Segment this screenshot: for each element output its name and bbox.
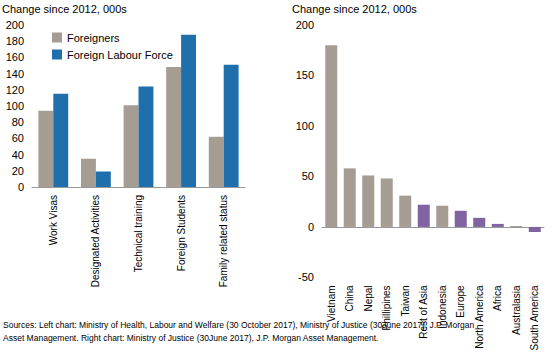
svg-text:100: 100 xyxy=(296,120,314,132)
svg-text:120: 120 xyxy=(6,84,24,96)
svg-text:0: 0 xyxy=(18,181,24,193)
svg-text:180: 180 xyxy=(6,35,24,47)
svg-text:Asset Management. Right chart:: Asset Management. Right chart: Ministry … xyxy=(3,333,378,343)
svg-text:40: 40 xyxy=(12,149,24,161)
svg-text:Foreign Students: Foreign Students xyxy=(176,195,187,271)
svg-text:Vietnam: Vietnam xyxy=(326,285,337,322)
svg-text:Taiwan: Taiwan xyxy=(400,285,411,316)
svg-text:160: 160 xyxy=(6,51,24,63)
svg-text:Australasia: Australasia xyxy=(511,285,522,335)
svg-text:100: 100 xyxy=(6,100,24,112)
svg-text:Foreign Labour Force: Foreign Labour Force xyxy=(67,49,173,61)
svg-text:Africa: Africa xyxy=(492,285,503,311)
svg-text:South America: South America xyxy=(529,285,540,350)
svg-text:200: 200 xyxy=(6,19,24,31)
svg-text:80: 80 xyxy=(12,116,24,128)
svg-text:-50: -50 xyxy=(298,271,314,283)
svg-text:Family related status: Family related status xyxy=(218,195,229,287)
svg-text:Europe: Europe xyxy=(455,285,466,318)
svg-text:North America: North America xyxy=(474,285,485,349)
svg-text:Work Visas: Work Visas xyxy=(48,195,59,245)
svg-text:Nepal: Nepal xyxy=(363,285,374,311)
svg-text:Designated Activities: Designated Activities xyxy=(90,195,101,287)
svg-text:Technical training: Technical training xyxy=(133,195,144,272)
svg-text:China: China xyxy=(344,285,355,312)
svg-text:200: 200 xyxy=(296,19,314,31)
svg-text:Indonesia: Indonesia xyxy=(437,285,448,329)
svg-text:140: 140 xyxy=(6,68,24,80)
svg-text:0: 0 xyxy=(308,221,314,233)
svg-text:60: 60 xyxy=(12,132,24,144)
svg-text:Sources: Left chart: Ministry: Sources: Left chart: Ministry of Health,… xyxy=(3,320,474,330)
svg-text:Rest of Asia: Rest of Asia xyxy=(418,285,429,339)
svg-text:Change since 2012, 000s: Change since 2012, 000s xyxy=(2,3,127,15)
svg-text:Phillipines: Phillipines xyxy=(381,285,392,330)
svg-text:150: 150 xyxy=(296,69,314,81)
svg-text:Foreigners: Foreigners xyxy=(67,32,120,44)
svg-text:50: 50 xyxy=(302,170,314,182)
svg-text:Change since 2012, 000s: Change since 2012, 000s xyxy=(292,3,417,15)
svg-text:20: 20 xyxy=(12,165,24,177)
